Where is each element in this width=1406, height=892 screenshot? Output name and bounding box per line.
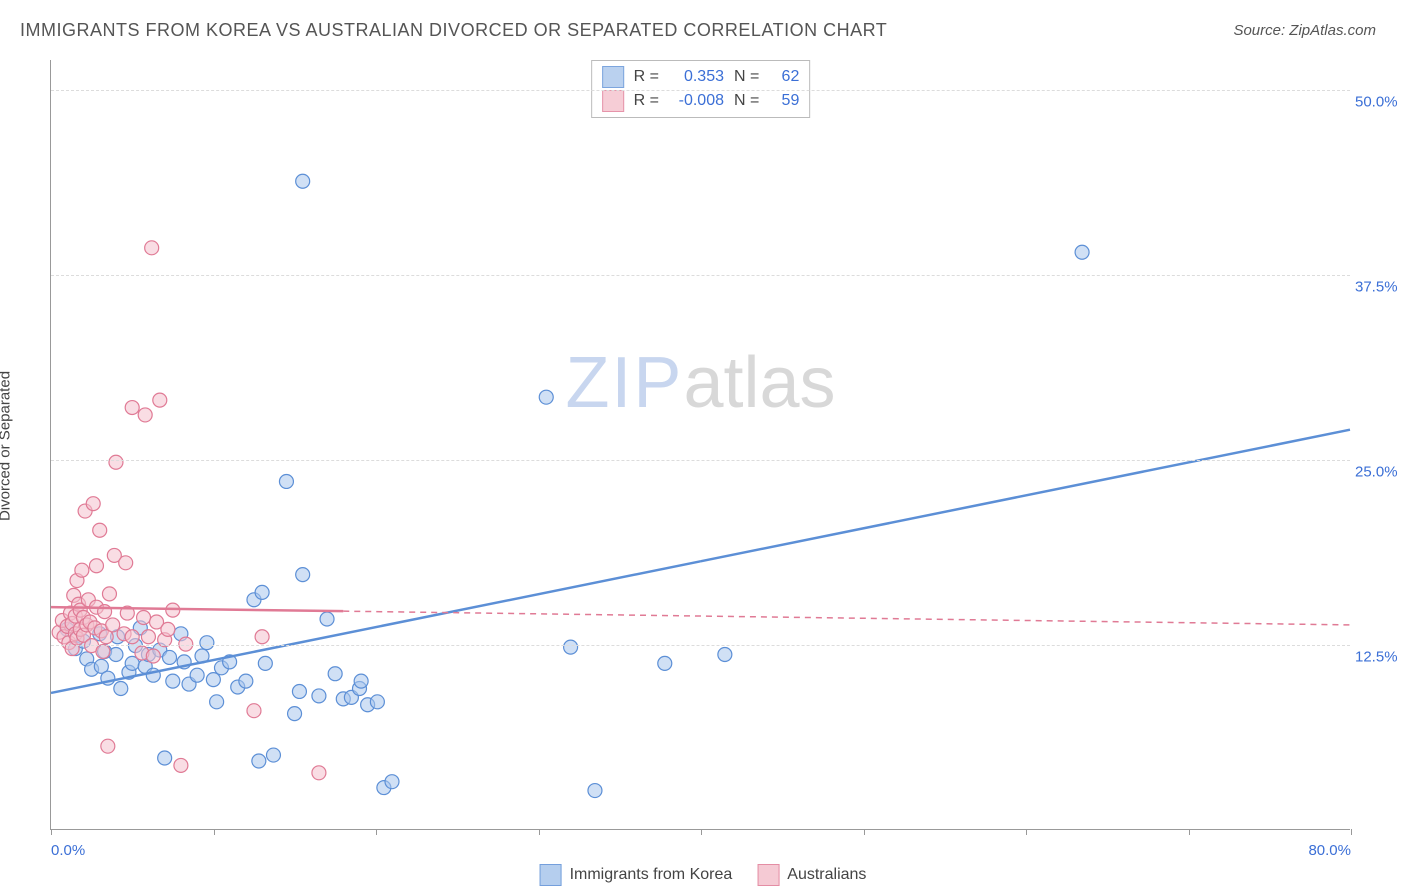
data-point — [141, 630, 155, 644]
data-point — [114, 682, 128, 696]
series-legend-label: Australians — [787, 866, 866, 884]
data-point — [266, 748, 280, 762]
data-point — [138, 408, 152, 422]
series-legend-item: Immigrants from Korea — [540, 864, 733, 886]
regression-line-ext — [343, 611, 1350, 625]
data-point — [109, 648, 123, 662]
data-point — [718, 648, 732, 662]
regression-line-solid — [51, 561, 701, 693]
data-point — [119, 556, 133, 570]
xtick — [1351, 829, 1352, 835]
xtick — [539, 829, 540, 835]
data-point — [312, 689, 326, 703]
data-point — [385, 775, 399, 789]
data-point — [93, 523, 107, 537]
data-point — [163, 650, 177, 664]
data-point — [102, 587, 116, 601]
xtick — [376, 829, 377, 835]
data-point — [125, 630, 139, 644]
data-point — [370, 695, 384, 709]
ytick-label: 25.0% — [1355, 463, 1406, 480]
data-point — [288, 707, 302, 721]
xtick — [214, 829, 215, 835]
data-point — [312, 766, 326, 780]
data-point — [354, 674, 368, 688]
data-point — [296, 568, 310, 582]
data-point — [320, 612, 334, 626]
data-point — [1075, 245, 1089, 259]
legend-swatch — [540, 864, 562, 886]
data-point — [75, 563, 89, 577]
data-point — [158, 751, 172, 765]
data-point — [564, 640, 578, 654]
xtick — [701, 829, 702, 835]
data-point — [200, 636, 214, 650]
data-point — [210, 695, 224, 709]
data-point — [101, 739, 115, 753]
data-point — [153, 393, 167, 407]
ytick-label: 37.5% — [1355, 278, 1406, 295]
plot-svg — [51, 60, 1350, 829]
data-point — [161, 622, 175, 636]
data-point — [174, 758, 188, 772]
xtick-label: 0.0% — [51, 842, 85, 859]
xtick-label: 80.0% — [1308, 842, 1351, 859]
gridline-h — [51, 645, 1350, 646]
data-point — [239, 674, 253, 688]
data-point — [255, 630, 269, 644]
data-point — [658, 656, 672, 670]
data-point — [296, 174, 310, 188]
data-point — [109, 455, 123, 469]
xtick — [1189, 829, 1190, 835]
series-legend-label: Immigrants from Korea — [570, 866, 733, 884]
data-point — [125, 401, 139, 415]
data-point — [146, 649, 160, 663]
xtick — [1026, 829, 1027, 835]
series-legend: Immigrants from Korea Australians — [540, 864, 867, 886]
data-point — [206, 673, 220, 687]
data-point — [247, 704, 261, 718]
data-point — [96, 645, 110, 659]
data-point — [89, 559, 103, 573]
xtick — [864, 829, 865, 835]
data-point — [255, 585, 269, 599]
data-point — [106, 618, 120, 632]
gridline-h — [51, 460, 1350, 461]
data-point — [588, 784, 602, 798]
plot-area: ZIPatlas R =0.353N =62R =-0.008N =59 12.… — [50, 60, 1350, 830]
ytick-label: 12.5% — [1355, 648, 1406, 665]
data-point — [145, 241, 159, 255]
gridline-h — [51, 90, 1350, 91]
data-point — [252, 754, 266, 768]
legend-swatch — [757, 864, 779, 886]
chart-title: IMMIGRANTS FROM KOREA VS AUSTRALIAN DIVO… — [20, 20, 887, 41]
y-axis-label: Divorced or Separated — [0, 371, 14, 521]
ytick-label: 50.0% — [1355, 93, 1406, 110]
data-point — [279, 474, 293, 488]
data-point — [292, 684, 306, 698]
gridline-h — [51, 275, 1350, 276]
xtick — [51, 829, 52, 835]
data-point — [258, 656, 272, 670]
regression-line-ext — [701, 430, 1351, 562]
data-point — [166, 674, 180, 688]
data-point — [539, 390, 553, 404]
data-point — [328, 667, 342, 681]
data-point — [190, 668, 204, 682]
data-point — [137, 611, 151, 625]
data-point — [86, 497, 100, 511]
source-label: Source: ZipAtlas.com — [1233, 22, 1376, 39]
series-legend-item: Australians — [757, 864, 866, 886]
